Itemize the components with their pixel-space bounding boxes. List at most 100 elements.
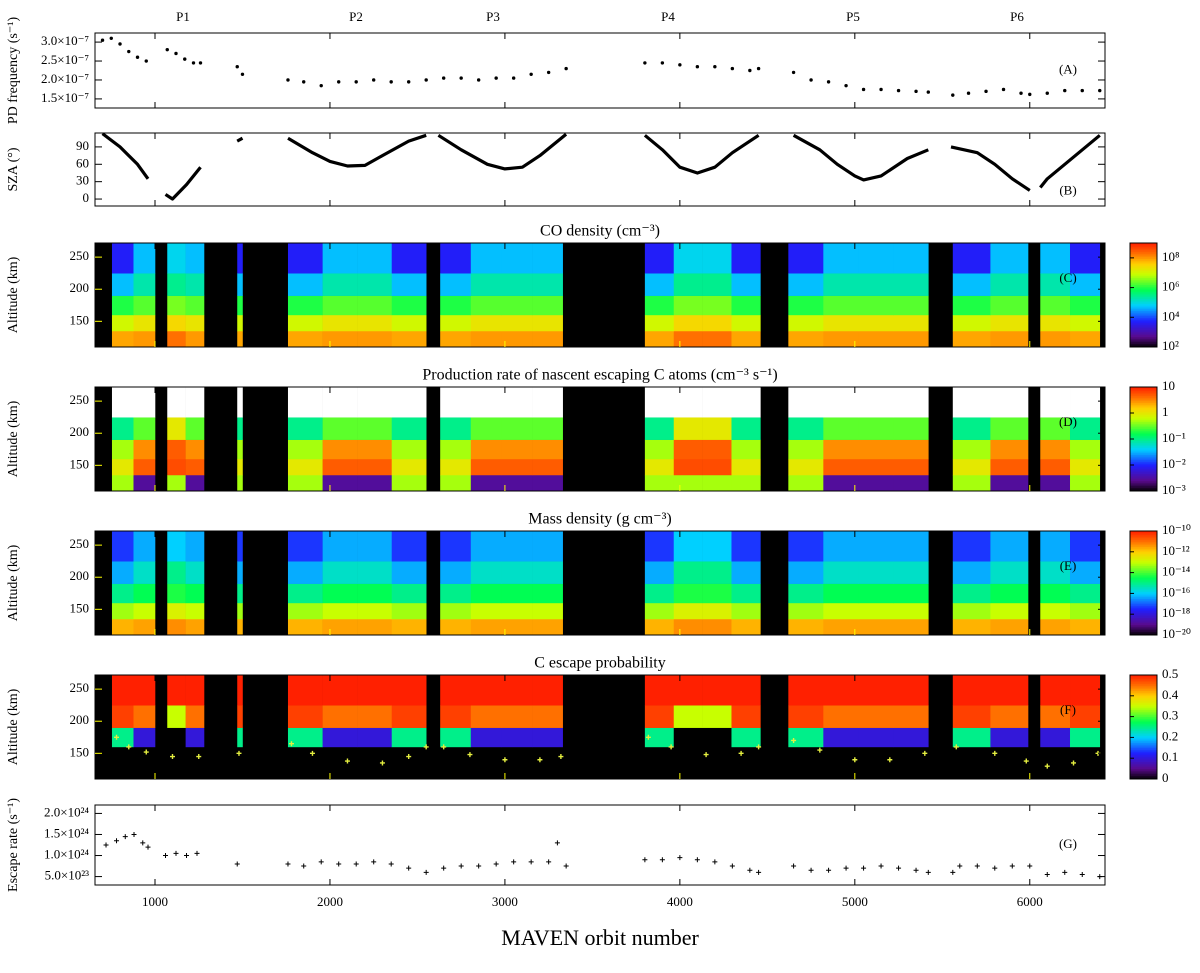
heatmap-cell (1070, 273, 1101, 296)
heatmap-cell (731, 583, 761, 604)
colorbar-segment (1130, 421, 1157, 424)
heatmap-cell (440, 561, 472, 584)
colorbar-segment (1130, 322, 1157, 325)
heatmap-cell (133, 531, 156, 562)
heatmap-cell (133, 458, 156, 476)
colorbar-segment (1130, 728, 1157, 731)
heatmap-cell (287, 330, 323, 348)
colorbar-segment (1130, 295, 1157, 298)
colorbar-segment (1130, 414, 1157, 417)
data-point (950, 869, 956, 875)
data-point (713, 65, 717, 69)
heatmap-cell (237, 474, 243, 492)
y-axis-title: PD frequency (s⁻¹) (6, 17, 21, 125)
data-point (144, 59, 148, 63)
overlay-point (126, 744, 132, 750)
colorbar-segment (1130, 567, 1157, 570)
heatmap-cell (731, 618, 761, 636)
colorbar-segment (1130, 340, 1157, 343)
heatmap-cell (287, 439, 323, 460)
heatmap-cell (858, 417, 894, 440)
heatmap-cell (237, 387, 243, 418)
heatmap-cell (185, 675, 205, 706)
heatmap-cell (185, 618, 205, 636)
heatmap-cell (501, 387, 533, 418)
data-point (100, 38, 105, 42)
heatmap-cell (702, 295, 732, 316)
heatmap-cell (357, 675, 393, 706)
data-point (493, 861, 499, 867)
heatmap-cell (952, 705, 991, 728)
y-tick-label: 200 (70, 280, 90, 295)
colorbar-segment (1130, 591, 1157, 594)
heatmap-cell (501, 583, 533, 604)
heatmap-cell (858, 273, 894, 296)
heatmap-cell (532, 727, 563, 748)
heatmap-cell (357, 602, 393, 620)
heatmap-cell (185, 295, 205, 316)
heatmap-cell (990, 561, 1029, 584)
data-point (240, 72, 245, 76)
heatmap-cell (111, 295, 134, 316)
heatmap-cell (167, 387, 186, 418)
colorbar-segment (1130, 551, 1157, 554)
colorbar-segment (1130, 725, 1157, 728)
heatmap-cell (133, 387, 156, 418)
y-tick-label: 3.0×10⁻⁷ (41, 33, 89, 48)
colorbar-segment (1130, 758, 1157, 761)
heatmap-cell (1040, 746, 1071, 764)
data-point (173, 850, 179, 856)
data-point (441, 76, 446, 80)
heatmap-cell (287, 243, 323, 274)
heatmap-cell (788, 762, 824, 780)
colorbar-segment (1130, 262, 1157, 265)
heatmap-cell (237, 675, 243, 706)
colorbar-segment (1130, 465, 1157, 468)
heatmap-cell (644, 561, 675, 584)
colorbar-segment (1130, 451, 1157, 454)
colorbar-segment (1130, 733, 1157, 737)
colorbar-segment (1130, 739, 1157, 742)
heatmap-cell (470, 561, 502, 584)
heatmap-cell (357, 330, 393, 348)
heatmap-cell (823, 561, 859, 584)
heatmap-cell (287, 387, 323, 418)
heatmap-cell (644, 273, 675, 296)
heatmap-cell (287, 727, 323, 748)
colorbar-segment (1130, 404, 1157, 407)
colorbar-segment (1130, 392, 1157, 395)
heatmap-cell (133, 675, 156, 706)
heatmap-cell (1040, 330, 1071, 348)
heatmap-cell (357, 762, 393, 780)
colorbar-segment (1130, 484, 1157, 487)
data-point (678, 63, 682, 67)
heatmap-cell (731, 314, 761, 332)
heatmap-cell (990, 295, 1029, 316)
heatmap-cell (501, 314, 533, 332)
heatmap-cell (167, 561, 186, 584)
x-tick-label: 5000 (842, 894, 868, 909)
y-tick-label: 250 (70, 248, 90, 263)
heatmap-cell (893, 314, 929, 332)
heatmap-cell (788, 273, 824, 296)
data-point (925, 869, 931, 875)
data-point (476, 78, 481, 82)
colorbar-segment (1130, 775, 1157, 778)
heatmap-cell (322, 243, 358, 274)
heatmap-cell (287, 583, 323, 604)
colorbar-segment (1130, 326, 1157, 329)
heatmap-cell (111, 273, 134, 296)
colorbar-segment (1130, 265, 1157, 268)
y-tick-label: 30 (76, 173, 89, 188)
sza-line (101, 132, 1101, 201)
y-tick-label: 60 (76, 155, 89, 170)
data-point (756, 869, 762, 875)
plot-frame (94, 530, 1106, 636)
heatmap-cell (133, 583, 156, 604)
colorbar-segment (1130, 445, 1157, 449)
heatmap-cell (391, 243, 427, 274)
heatmap-cell (167, 762, 186, 780)
y-tick-label: 250 (70, 680, 90, 695)
heatmap-cell (470, 295, 502, 316)
